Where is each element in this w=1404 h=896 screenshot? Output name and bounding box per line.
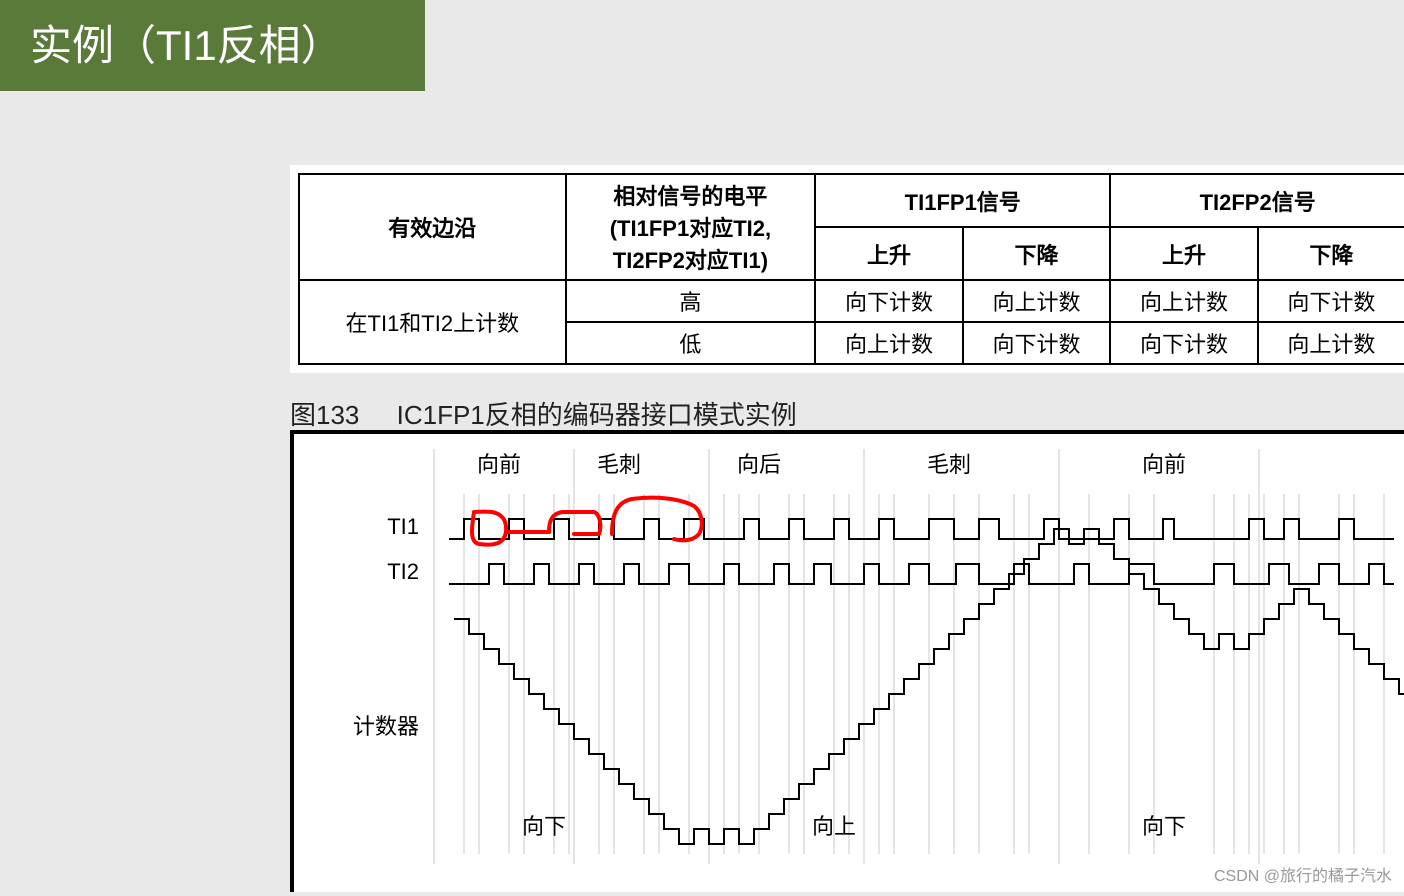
diagram-svg: 向前 毛刺 向后 毛刺 向前 TI1 TI2 计数器向下 向上 向下 bbox=[294, 434, 1404, 896]
svg-text:TI2: TI2 bbox=[387, 559, 419, 584]
th-up2: 上升 bbox=[1110, 227, 1258, 280]
table: 有效边沿 相对信号的电平 (TI1FP1对应TI2, TI2FP2对应TI1) … bbox=[298, 173, 1404, 365]
c11: 向下计数 bbox=[815, 280, 963, 322]
th-down2: 下降 bbox=[1258, 227, 1404, 280]
svg-text:向下: 向下 bbox=[522, 814, 566, 839]
svg-text:向后: 向后 bbox=[737, 452, 781, 477]
th-sig2: TI2FP2信号 bbox=[1110, 174, 1404, 227]
c12: 向上计数 bbox=[963, 280, 1111, 322]
svg-text:毛刺: 毛刺 bbox=[927, 452, 971, 477]
svg-text:计数器: 计数器 bbox=[353, 714, 419, 739]
th-relative: 相对信号的电平 (TI1FP1对应TI2, TI2FP2对应TI1) bbox=[566, 174, 816, 280]
encoding-table: 有效边沿 相对信号的电平 (TI1FP1对应TI2, TI2FP2对应TI1) … bbox=[290, 165, 1404, 373]
svg-text:向下: 向下 bbox=[1142, 814, 1186, 839]
th-edge: 有效边沿 bbox=[299, 174, 566, 280]
c21: 向上计数 bbox=[815, 322, 963, 364]
c14: 向下计数 bbox=[1258, 280, 1404, 322]
c23: 向下计数 bbox=[1110, 322, 1258, 364]
watermark: CSDN @旅行的橘子汽水 bbox=[1214, 862, 1392, 886]
svg-text:毛刺: 毛刺 bbox=[597, 452, 641, 477]
title-banner: 实例（TI1反相） bbox=[0, 0, 425, 91]
cell-high: 高 bbox=[566, 280, 816, 322]
th-up1: 上升 bbox=[815, 227, 963, 280]
svg-text:TI1: TI1 bbox=[387, 514, 419, 539]
title-text: 实例（TI1反相） bbox=[30, 22, 343, 69]
timing-diagram: 向前 毛刺 向后 毛刺 向前 TI1 TI2 计数器向下 向上 向下 bbox=[290, 430, 1404, 892]
svg-text:向上: 向上 bbox=[812, 814, 856, 839]
cell-low: 低 bbox=[566, 322, 816, 364]
th-relative-sub: (TI1FP1对应TI2, TI2FP2对应TI1) bbox=[610, 216, 771, 273]
row-label: 在TI1和TI2上计数 bbox=[299, 280, 566, 364]
c13: 向上计数 bbox=[1110, 280, 1258, 322]
svg-text:向前: 向前 bbox=[1142, 452, 1186, 477]
th-sig1: TI1FP1信号 bbox=[815, 174, 1110, 227]
c22: 向下计数 bbox=[963, 322, 1111, 364]
svg-text:向前: 向前 bbox=[477, 452, 521, 477]
figure-caption: 图133 IC1FP1反相的编码器接口模式实例 bbox=[290, 395, 797, 432]
th-down1: 下降 bbox=[963, 227, 1111, 280]
figure-text: IC1FP1反相的编码器接口模式实例 bbox=[397, 400, 797, 430]
figure-num: 图133 bbox=[290, 400, 359, 430]
c24: 向上计数 bbox=[1258, 322, 1404, 364]
